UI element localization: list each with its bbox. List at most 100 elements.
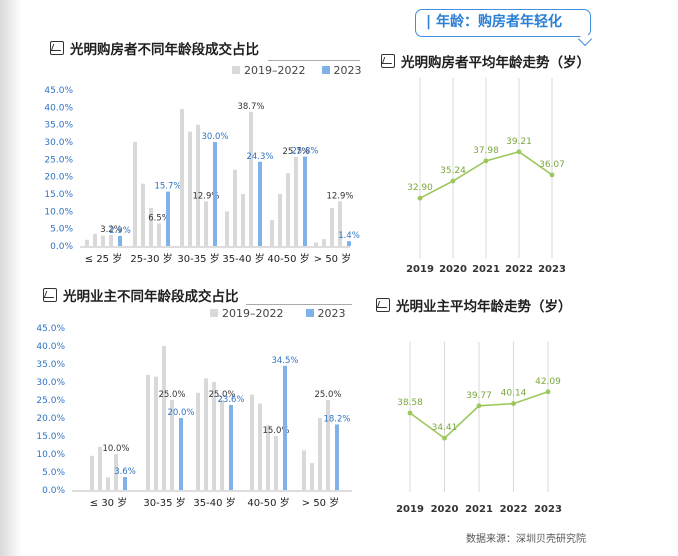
legend-swatch-new — [321, 66, 330, 74]
point-value-label: 40.14 — [501, 389, 527, 399]
bar-2019-2022 — [250, 394, 254, 490]
bar-2019-2022 — [196, 392, 200, 490]
bar-2023-data-label: 3.6% — [114, 467, 136, 477]
point-value-label: 37.98 — [473, 146, 499, 156]
bar-2019-2022 — [146, 374, 150, 490]
y-tick-label: 10.0% — [44, 207, 73, 217]
x-category-label: > 50 岁 — [302, 496, 339, 509]
trend-point — [407, 410, 413, 416]
legend-old-label: 2019–2022 — [244, 64, 306, 77]
bar-2019-2022 — [318, 418, 322, 490]
y-tick-label: 25.0% — [44, 155, 73, 165]
bar-2019-2022 — [157, 223, 161, 246]
bar-2019-2022 — [180, 109, 184, 246]
x-category-label: 35-40 岁 — [222, 252, 264, 265]
bar-old-data-label: 12.9% — [192, 191, 219, 201]
y-tick-label: 20.0% — [36, 414, 65, 424]
x-year-label: 2019 — [406, 264, 434, 275]
bar-2019-2022 — [326, 400, 330, 490]
point-value-label: 32.90 — [407, 183, 433, 193]
point-value-label: 36.07 — [539, 160, 565, 170]
bar-2019-2022 — [98, 446, 102, 490]
chart1-title: 光明购房者不同年龄段成交占比 — [50, 38, 259, 58]
chart-icon — [376, 298, 390, 312]
bar-2023-data-label: 25.8% — [291, 147, 318, 157]
chart2-title: 光明购房者平均年龄走势（岁） — [381, 51, 590, 71]
x-category-label: 40-50 岁 — [247, 496, 289, 509]
y-tick-label: 35.0% — [36, 360, 65, 370]
chart1-title-rule — [268, 60, 360, 61]
y-tick-label: 15.0% — [36, 432, 65, 442]
bar-2019-2022 — [249, 111, 253, 246]
bar-old-data-label: 25.0% — [314, 390, 341, 400]
section-banner: | 年龄：购房者年轻化 — [415, 9, 591, 37]
y-tick-label: 15.0% — [44, 190, 73, 200]
bar-2019-2022 — [204, 378, 208, 490]
bar-2019-2022 — [133, 142, 137, 246]
x-year-label: 2019 — [396, 504, 424, 515]
bar-2023 — [347, 241, 351, 246]
bar-2019-2022 — [101, 235, 105, 246]
x-year-label: 2022 — [500, 504, 528, 515]
page-edge-shadow — [0, 0, 22, 556]
bar-old-data-label: 10.0% — [102, 444, 129, 454]
bar-2023 — [123, 477, 127, 490]
bar-old-data-label: 25.0% — [158, 390, 185, 400]
bar-2019-2022 — [141, 183, 145, 246]
bar-2019-2022 — [322, 239, 326, 246]
bar-2023 — [283, 365, 287, 490]
chart1-legend: 2019–2022 2023 — [222, 64, 362, 77]
trend-point — [511, 401, 516, 406]
chart2-title-text: 光明购房者平均年龄走势（岁） — [401, 55, 590, 71]
trend-point — [417, 195, 423, 201]
point-value-label: 38.58 — [397, 398, 423, 408]
bar-2019-2022 — [258, 403, 262, 490]
chart-icon — [43, 288, 57, 302]
bar-2019-2022 — [154, 376, 158, 490]
x-category-label: 40-50 岁 — [267, 252, 309, 265]
bar-2023 — [258, 161, 262, 246]
trend-point — [442, 435, 447, 441]
y-tick-label: 35.0% — [44, 121, 73, 131]
bar-2019-2022 — [330, 207, 334, 246]
bar-2023 — [303, 156, 307, 246]
chart3-title-rule — [246, 304, 352, 305]
bar-2023-data-label: 20.0% — [167, 408, 194, 418]
y-tick-label: 25.0% — [36, 396, 65, 406]
bar-2019-2022 — [270, 220, 274, 246]
bar-2019-2022 — [338, 201, 342, 246]
bar-2019-2022 — [266, 425, 270, 490]
trend-point — [450, 178, 456, 184]
y-tick-label: 5.0% — [50, 225, 73, 235]
chart4-title: 光明业主平均年龄走势（岁） — [376, 295, 572, 315]
point-value-label: 42.09 — [535, 377, 561, 387]
legend-swatch-new — [305, 309, 314, 317]
y-tick-label: 45.0% — [44, 86, 73, 96]
x-year-label: 2023 — [538, 264, 566, 275]
y-tick-label: 10.0% — [36, 450, 65, 460]
bar-2023 — [213, 142, 217, 246]
trend-point — [545, 389, 551, 395]
y-tick-label: 30.0% — [36, 378, 65, 388]
bar-2019-2022 — [310, 463, 314, 490]
bar-2023-data-label: 24.3% — [246, 152, 273, 162]
x-category-label: ≤ 30 岁 — [90, 496, 127, 509]
bar-old-data-label: 12.9% — [326, 191, 353, 201]
x-category-label: > 50 岁 — [314, 252, 351, 265]
trend-point — [516, 149, 522, 155]
bar-2019-2022 — [149, 207, 153, 246]
x-year-label: 2022 — [505, 264, 533, 275]
y-tick-label: 0.0% — [50, 242, 73, 252]
x-category-label: 25-30 岁 — [130, 252, 172, 265]
chart3-title: 光明业主不同年龄段成交占比 — [43, 285, 239, 305]
trend-point — [476, 403, 482, 409]
bar-2023 — [166, 191, 170, 246]
chart-icon — [50, 41, 64, 55]
legend-old-label: 2019–2022 — [222, 307, 284, 320]
bar-old-data-label: 38.7% — [237, 102, 264, 112]
bar-old-data-label: 15.0% — [262, 426, 289, 436]
chart-icon — [381, 54, 395, 68]
x-year-label: 2021 — [472, 264, 500, 275]
x-year-label: 2023 — [534, 504, 562, 515]
